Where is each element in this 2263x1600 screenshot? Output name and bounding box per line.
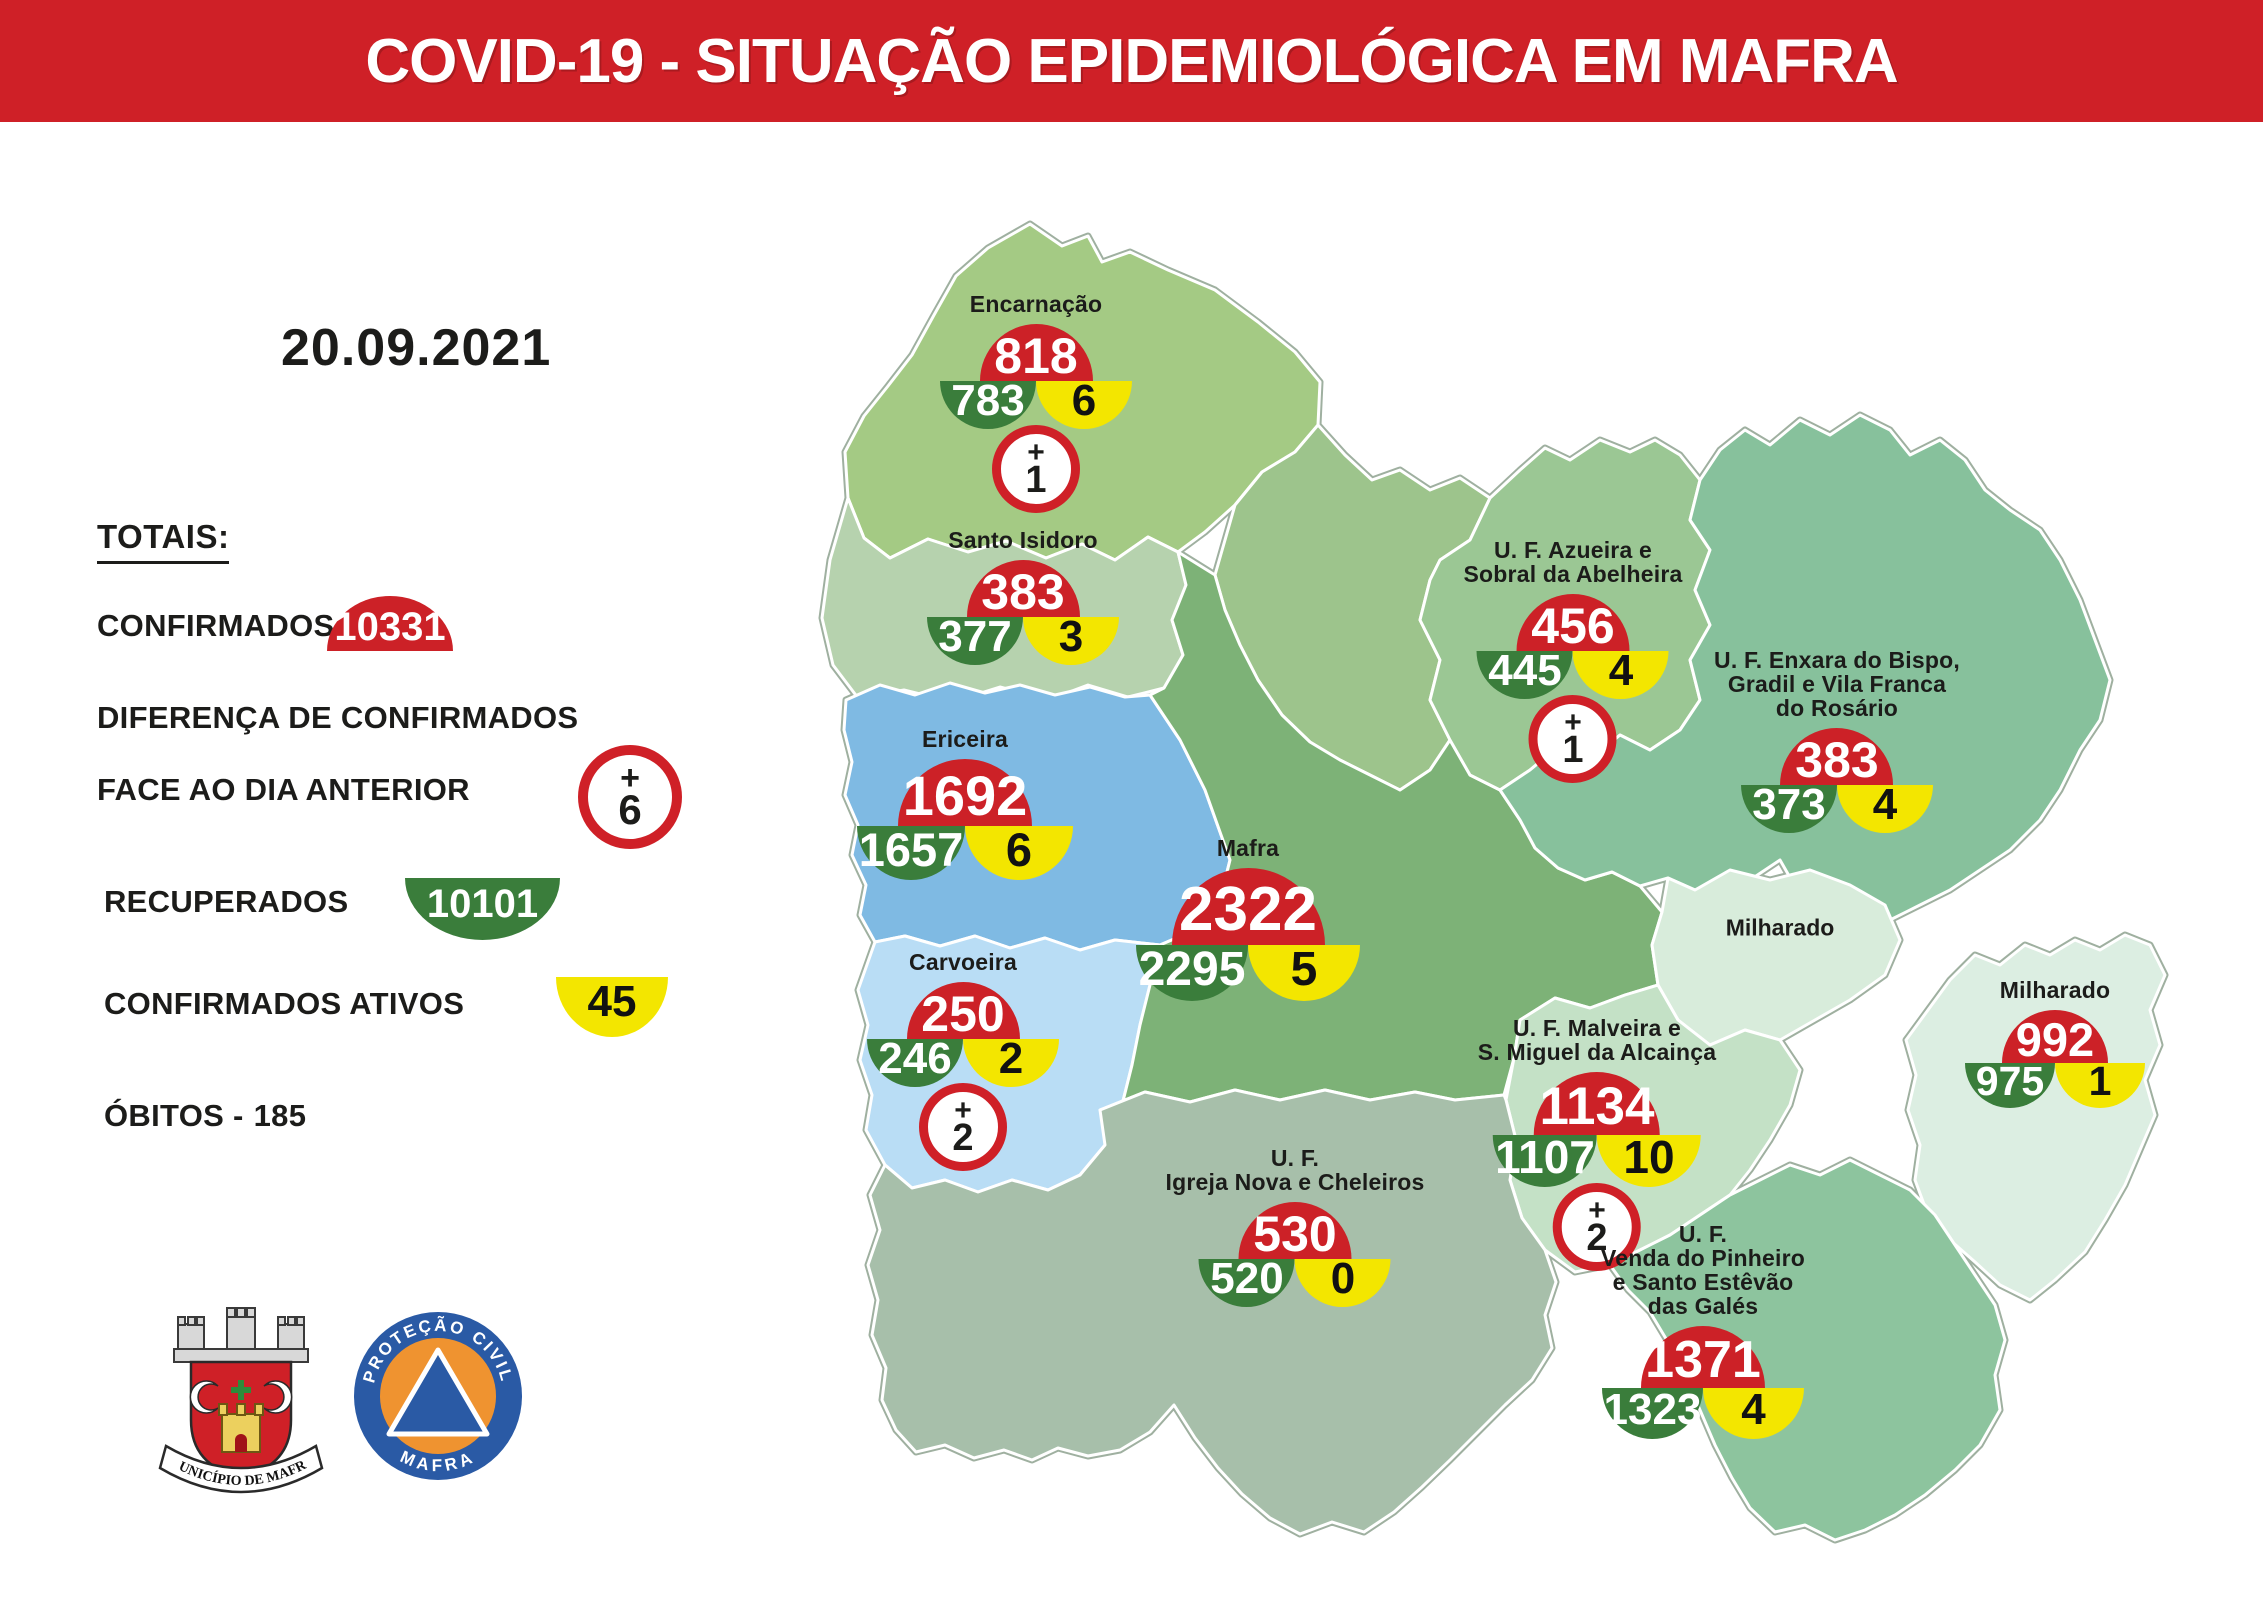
region-shape-igreja-nova — [866, 1088, 1558, 1536]
confirmed-total-badge: 10331 — [327, 596, 453, 651]
crown-icon — [173, 1307, 309, 1363]
region-shape-milharado-oeste — [1650, 868, 1902, 1047]
active-total-value: 45 — [587, 977, 637, 1026]
protecao-civil-mafra-logo: PROTEÇÃO CIVIL MAFRA — [354, 1312, 522, 1480]
diff-value: 6 — [618, 786, 642, 833]
report-date: 20.09.2021 — [281, 319, 552, 377]
recovered-label: RECUPERADOS — [104, 884, 349, 919]
diff-label-line1: DIFERENÇA DE CONFIRMADOS — [97, 700, 579, 735]
deaths-row: ÓBITOS - 185 — [104, 1098, 306, 1134]
deaths-value: 185 — [253, 1098, 307, 1133]
active-label: CONFIRMADOS ATIVOS — [104, 986, 465, 1021]
diff-label-line2: FACE AO DIA ANTERIOR — [97, 772, 470, 807]
triangle-icon — [386, 1347, 490, 1437]
recovered-total-value: 10101 — [426, 881, 539, 926]
diff-sign: + — [620, 759, 640, 797]
page-title: COVID-19 - SITUAÇÃO EPIDEMIOLÓGICA EM MA… — [365, 26, 1898, 96]
crescent-icons — [189, 1380, 293, 1414]
deaths-label: ÓBITOS - — [104, 1098, 244, 1133]
confirmed-total-value: 10331 — [334, 605, 446, 649]
confirmed-label: CONFIRMADOS — [97, 608, 335, 643]
header-band: COVID-19 - SITUAÇÃO EPIDEMIOLÓGICA EM MA… — [0, 0, 2263, 122]
totals-heading: TOTAIS: — [97, 518, 230, 564]
diff-badge: + 6 — [578, 745, 682, 849]
tower-icon — [218, 1380, 264, 1453]
municipio-de-mafra-logo: MUNICÍPIO DE MAFRA — [148, 1294, 324, 1494]
ribbon-icon — [158, 1444, 324, 1494]
